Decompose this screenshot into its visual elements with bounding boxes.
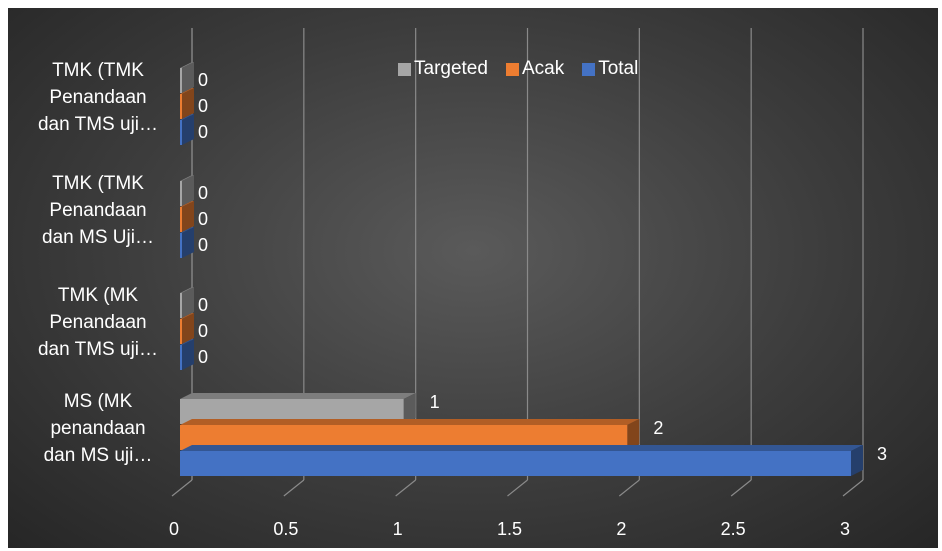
legend-item-acak: Acak	[505, 58, 565, 80]
x-tick-label: 1.5	[497, 519, 522, 539]
bar-targeted	[180, 68, 182, 93]
bar-top-face	[180, 227, 194, 233]
category-label: TMK (MK Penandaan dan TMS uji…	[28, 282, 168, 363]
legend-item-total: Total	[582, 58, 638, 80]
bar-side-face	[627, 419, 640, 450]
x-tick-label: 2	[616, 519, 626, 539]
legend-item-targeted: Targeted	[398, 58, 488, 80]
legend-label-acak: Acak	[521, 58, 565, 79]
legend-label-total: Total	[598, 58, 639, 79]
x-tick-label: 0.5	[273, 519, 298, 539]
floor-line	[507, 479, 528, 497]
data-label: 1	[430, 392, 440, 412]
data-label: 0	[198, 70, 208, 90]
category-label: TMK (TMK Penandaan dan MS Uji…	[28, 170, 168, 251]
bar-side-face	[182, 227, 194, 258]
category-label-line: Penandaan	[49, 200, 147, 221]
data-label: 0	[198, 209, 208, 229]
category-label-line: Penandaan	[49, 87, 147, 108]
legend-label-targeted: Targeted	[414, 58, 488, 79]
data-label: 0	[198, 183, 208, 203]
bar-top-face	[180, 339, 194, 345]
category-label-line: dan TMS uji…	[37, 114, 159, 135]
bar-total	[180, 120, 182, 145]
bar-total	[180, 345, 182, 370]
data-label: 0	[198, 122, 208, 142]
category-label-line: TMK (TMK	[52, 173, 144, 194]
category-label-line: dan MS Uji…	[42, 227, 154, 248]
bar-top-face	[180, 88, 194, 94]
category-label-line: TMK (MK	[57, 285, 139, 306]
data-label: 2	[653, 418, 663, 438]
bar-side-face	[182, 114, 194, 145]
legend-swatch-acak	[505, 62, 519, 76]
floor-line	[618, 479, 640, 497]
data-label: 0	[198, 96, 208, 116]
category-label-line: TMK (TMK	[52, 60, 144, 81]
data-label: 3	[877, 444, 887, 464]
bar-side-face	[182, 201, 194, 232]
category-label: MS (MK penandaan dan MS uji…	[28, 388, 168, 469]
x-tick-label: 3	[840, 519, 850, 539]
legend-swatch-targeted	[398, 62, 411, 76]
category-label-line: dan MS uji…	[43, 445, 153, 466]
bar-total	[180, 451, 851, 476]
x-tick-label: 2.5	[721, 519, 746, 539]
bar-top-face	[180, 114, 194, 120]
bar-top-face	[180, 175, 194, 181]
data-label: 0	[198, 235, 208, 255]
bar-side-face	[182, 287, 194, 318]
bar-top-face	[180, 62, 194, 68]
bar-side-face	[182, 175, 194, 206]
floor-line	[171, 479, 193, 497]
bar-targeted	[180, 293, 182, 318]
bar-top-face	[180, 313, 194, 319]
data-label: 0	[198, 295, 208, 315]
bar-acak	[180, 207, 182, 232]
x-tick-label: 1	[393, 519, 403, 539]
bar-top-face	[180, 201, 194, 207]
bar-total	[180, 233, 182, 258]
bar-top-face	[180, 419, 640, 425]
bar-side-face	[851, 445, 863, 476]
bar-side-face	[403, 393, 416, 424]
legend: Targeted Acak Total	[398, 58, 638, 80]
x-tick-label: 0	[169, 519, 179, 539]
category-label-line: Penandaan	[49, 312, 147, 333]
data-label: 0	[198, 347, 208, 367]
data-label: 0	[198, 321, 208, 341]
bar-acak	[180, 319, 182, 344]
bar-side-face	[182, 62, 194, 93]
bar-side-face	[182, 313, 194, 344]
category-label-line: penandaan	[50, 418, 146, 439]
category-label-line: MS (MK	[63, 391, 133, 412]
floor-line	[730, 479, 752, 497]
bar-side-face	[182, 88, 194, 119]
bar-top-face	[180, 287, 194, 293]
floor-line	[395, 479, 417, 497]
category-label-line: dan TMS uji…	[37, 339, 159, 360]
bar-top-face	[180, 393, 416, 399]
floor-line	[842, 479, 864, 497]
bar-acak	[180, 94, 182, 119]
bar-targeted	[180, 181, 182, 206]
category-label: TMK (TMK Penandaan dan TMS uji…	[28, 57, 168, 138]
legend-swatch-total	[582, 62, 596, 76]
bar-top-face	[180, 445, 863, 451]
floor-line	[283, 479, 305, 497]
bar-side-face	[182, 339, 194, 370]
